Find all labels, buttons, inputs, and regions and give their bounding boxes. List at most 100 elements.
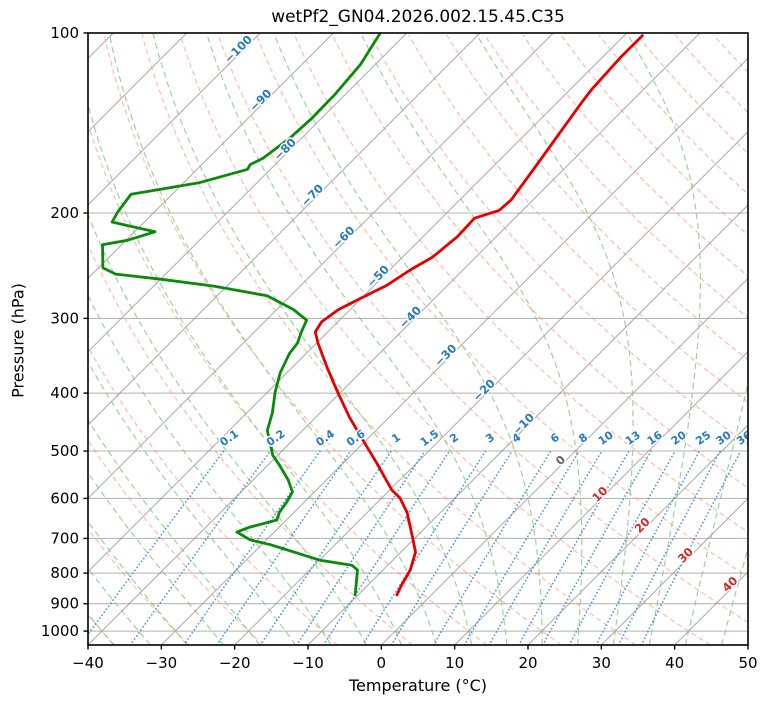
moist-adiabat-line xyxy=(88,418,261,645)
isotherm-line xyxy=(234,130,748,645)
mixing-ratio-line xyxy=(463,450,580,645)
dry-adiabat-line xyxy=(141,34,636,645)
moist-adiabat-line xyxy=(721,546,748,645)
mixing-ratio-line xyxy=(640,450,742,645)
x-tick-label: −10 xyxy=(292,654,324,672)
mixing-ratio-label: 3 xyxy=(483,431,497,446)
mixing-ratio-line xyxy=(432,450,552,645)
isotherm-line xyxy=(88,33,481,426)
dry-adiabat-line xyxy=(88,345,339,645)
dry-adiabat-line xyxy=(636,34,748,155)
mixing-ratio-line xyxy=(129,450,272,645)
moist-adiabat-line xyxy=(152,33,473,645)
isotherm-label: 20 xyxy=(632,515,653,536)
mixing-ratio-label: 6 xyxy=(548,430,562,445)
mixing-ratio-label: 1.5 xyxy=(418,427,441,449)
moist-adiabat-line xyxy=(88,360,296,645)
moist-adiabat-line xyxy=(88,520,188,645)
x-tick-label: 30 xyxy=(592,654,611,672)
plot-border xyxy=(87,32,749,646)
moist-adiabat-line xyxy=(88,102,402,645)
mixing-ratio-label: 16 xyxy=(645,428,665,448)
dry-adiabat-line xyxy=(331,34,748,489)
mixing-ratio-label: 13 xyxy=(623,428,643,447)
isotherm-label: 0 xyxy=(553,452,569,468)
isotherm-line xyxy=(380,277,748,645)
mixing-ratio-line xyxy=(517,450,630,645)
isotherm-label: −80 xyxy=(271,135,299,163)
mixing-ratio-line xyxy=(390,450,513,645)
moist-adiabat-line xyxy=(205,33,508,645)
x-tick-label: 10 xyxy=(445,654,464,672)
moist-adiabat-line xyxy=(88,567,151,645)
isotherm-label: −100 xyxy=(221,32,255,66)
isotherm-line xyxy=(600,497,748,645)
isotherm-label: 30 xyxy=(675,545,696,566)
mixing-ratio-label: 25 xyxy=(693,428,713,447)
moist-adiabat-line xyxy=(684,380,748,645)
x-tick-label: 40 xyxy=(665,654,684,672)
mixing-ratio-line xyxy=(568,450,676,645)
dry-adiabat-line xyxy=(751,35,775,645)
moist-adiabat-line xyxy=(626,33,701,645)
isotherm-label: −70 xyxy=(298,181,326,209)
isotherm-line xyxy=(527,424,748,645)
moist-adiabat-line xyxy=(108,33,438,645)
y-tick-label: 100 xyxy=(50,24,79,42)
y-tick-label: 300 xyxy=(50,309,79,327)
mixing-ratio-line xyxy=(361,450,487,645)
mixing-ratio-line xyxy=(322,450,451,645)
y-tick-label: 800 xyxy=(50,564,79,582)
y-tick-label: 900 xyxy=(50,595,79,613)
isotherm-line xyxy=(454,350,748,645)
dry-adiabat-line xyxy=(88,439,264,645)
isotherm-line xyxy=(307,204,748,645)
dry-adiabat-line xyxy=(522,34,748,277)
mixing-ratio-label: 30 xyxy=(714,428,734,448)
dry-adiabat-line xyxy=(598,34,748,195)
isotherm-line xyxy=(88,33,334,280)
dry-adiabat-line xyxy=(446,34,748,361)
moist-adiabat-line xyxy=(273,33,543,645)
mixing-ratio-label: 20 xyxy=(669,428,689,448)
moist-adiabat-line xyxy=(88,212,367,645)
isotherm-label: −40 xyxy=(396,303,424,331)
dry-adiabat-line xyxy=(293,34,748,533)
mixing-ratio-label: 0.1 xyxy=(218,427,241,449)
dry-adiabat-line xyxy=(370,34,748,446)
dry-adiabat-line xyxy=(255,34,748,578)
isotherm-label: −90 xyxy=(246,86,274,114)
isotherm-line xyxy=(88,33,701,645)
mixing-ratio-line xyxy=(595,450,701,645)
chart-title: wetPf2_GN04.2026.002.15.45.C35 xyxy=(271,7,565,27)
dry-adiabat-line xyxy=(484,34,748,319)
y-tick-label: 1000 xyxy=(41,622,79,640)
temperature-profile-line xyxy=(313,34,644,597)
isotherm-line xyxy=(88,33,261,206)
isotherm-line xyxy=(747,644,748,645)
isotherm-line xyxy=(88,33,628,573)
dry-adiabat-line xyxy=(179,34,711,645)
y-tick-label: 700 xyxy=(50,529,79,547)
isotherm-label: −60 xyxy=(329,223,357,251)
dry-adiabat-line xyxy=(88,122,488,645)
y-tick-label: 400 xyxy=(50,384,79,402)
isotherm-label: −30 xyxy=(431,341,459,369)
mixing-ratio-line xyxy=(259,450,393,645)
mixing-ratio-label: 1 xyxy=(389,431,403,446)
y-tick-label: 500 xyxy=(50,442,79,460)
mixing-ratio-line xyxy=(488,450,603,645)
mixing-ratio-label: 0.6 xyxy=(344,427,368,449)
x-tick-label: −20 xyxy=(219,654,251,672)
x-tick-label: 50 xyxy=(738,654,757,672)
x-tick-label: 0 xyxy=(377,654,387,672)
mixing-ratio-line xyxy=(617,450,721,645)
mixing-ratio-line xyxy=(88,450,225,636)
isotherm-label: 40 xyxy=(719,574,740,595)
moist-adiabat-line xyxy=(475,33,634,645)
mixing-ratio-line xyxy=(215,450,352,645)
dry-adiabat-line xyxy=(103,34,562,645)
